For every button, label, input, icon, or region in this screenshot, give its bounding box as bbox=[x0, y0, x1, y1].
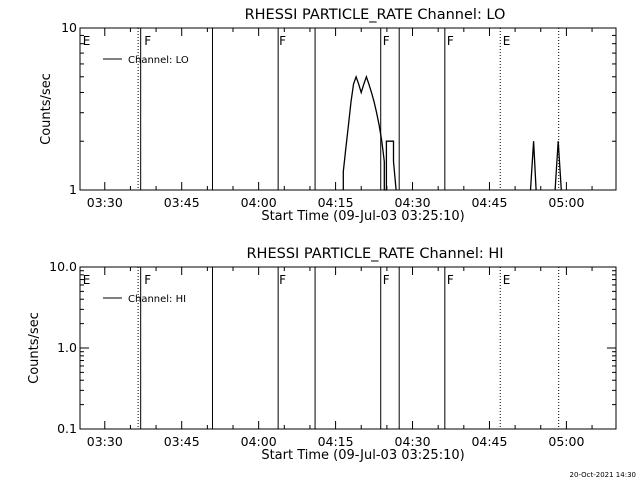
event-marker-letter: E bbox=[503, 273, 511, 287]
chart-panel-1: RHESSI PARTICLE_RATE Channel: LO 03:30 03:… bbox=[39, 7, 617, 224]
plot-frame bbox=[79, 27, 617, 191]
x-tick-label: 04:00 bbox=[241, 195, 277, 210]
event-marker-letter: E bbox=[83, 273, 91, 287]
x-axis-label: Start Time (09-Jul-03 03:25:10) bbox=[261, 209, 464, 224]
x-tick-label: 03:45 bbox=[164, 434, 200, 449]
event-marker-letter: E bbox=[503, 34, 511, 48]
event-marker-letter: F bbox=[279, 34, 286, 48]
series-line-1 bbox=[342, 74, 397, 191]
event-marker-letter: F bbox=[447, 34, 454, 48]
legend-label: Channel: HI bbox=[128, 294, 186, 305]
event-marker-letter: F bbox=[447, 273, 454, 287]
event-marker-letter: F bbox=[279, 273, 286, 287]
legend-label: Channel: LO bbox=[128, 55, 189, 66]
y-tick-label: 0.1 bbox=[57, 421, 77, 436]
chart-title: RHESSI PARTICLE_RATE Channel: LO bbox=[245, 7, 506, 23]
x-tick-label: 05:00 bbox=[548, 434, 584, 449]
x-tick-label: 04:00 bbox=[241, 434, 277, 449]
event-marker-letter: F bbox=[383, 273, 390, 287]
x-tick-label: 04:30 bbox=[395, 195, 431, 210]
y-axis-label: Counts/sec bbox=[27, 312, 42, 384]
x-tick-label: 04:30 bbox=[395, 434, 431, 449]
y-tick-label: 1.0 bbox=[57, 340, 77, 355]
x-tick-label: 04:15 bbox=[318, 434, 354, 449]
footer-timestamp: 20-Oct-2021 14:30 bbox=[570, 471, 636, 479]
y-axis-label: Counts/sec bbox=[39, 73, 54, 145]
y-tick-label: 10 bbox=[61, 20, 77, 35]
y-tick-label: 1 bbox=[69, 182, 77, 197]
x-tick-label: 03:30 bbox=[87, 195, 123, 210]
x-tick-label: 05:00 bbox=[548, 195, 584, 210]
plot-frame bbox=[79, 266, 617, 430]
chart-panel-2: RHESSI PARTICLE_RATE Channel: HI 03:30 03:… bbox=[27, 246, 617, 463]
event-marker-letter: F bbox=[144, 34, 151, 48]
event-marker-letter: F bbox=[144, 273, 151, 287]
x-tick-label: 04:15 bbox=[318, 195, 354, 210]
chart-title: RHESSI PARTICLE_RATE Channel: HI bbox=[246, 246, 503, 262]
x-tick-label: 04:45 bbox=[471, 195, 507, 210]
series-line-3 bbox=[554, 141, 562, 191]
x-tick-label: 03:45 bbox=[164, 195, 200, 210]
event-marker-letter: E bbox=[83, 34, 91, 48]
event-marker-letter: F bbox=[383, 34, 390, 48]
y-tick-label: 10.0 bbox=[49, 259, 77, 274]
x-tick-label: 03:30 bbox=[87, 434, 123, 449]
series-line-2 bbox=[529, 141, 537, 191]
x-axis-label: Start Time (09-Jul-03 03:25:10) bbox=[261, 448, 464, 463]
x-tick-label: 04:45 bbox=[471, 434, 507, 449]
